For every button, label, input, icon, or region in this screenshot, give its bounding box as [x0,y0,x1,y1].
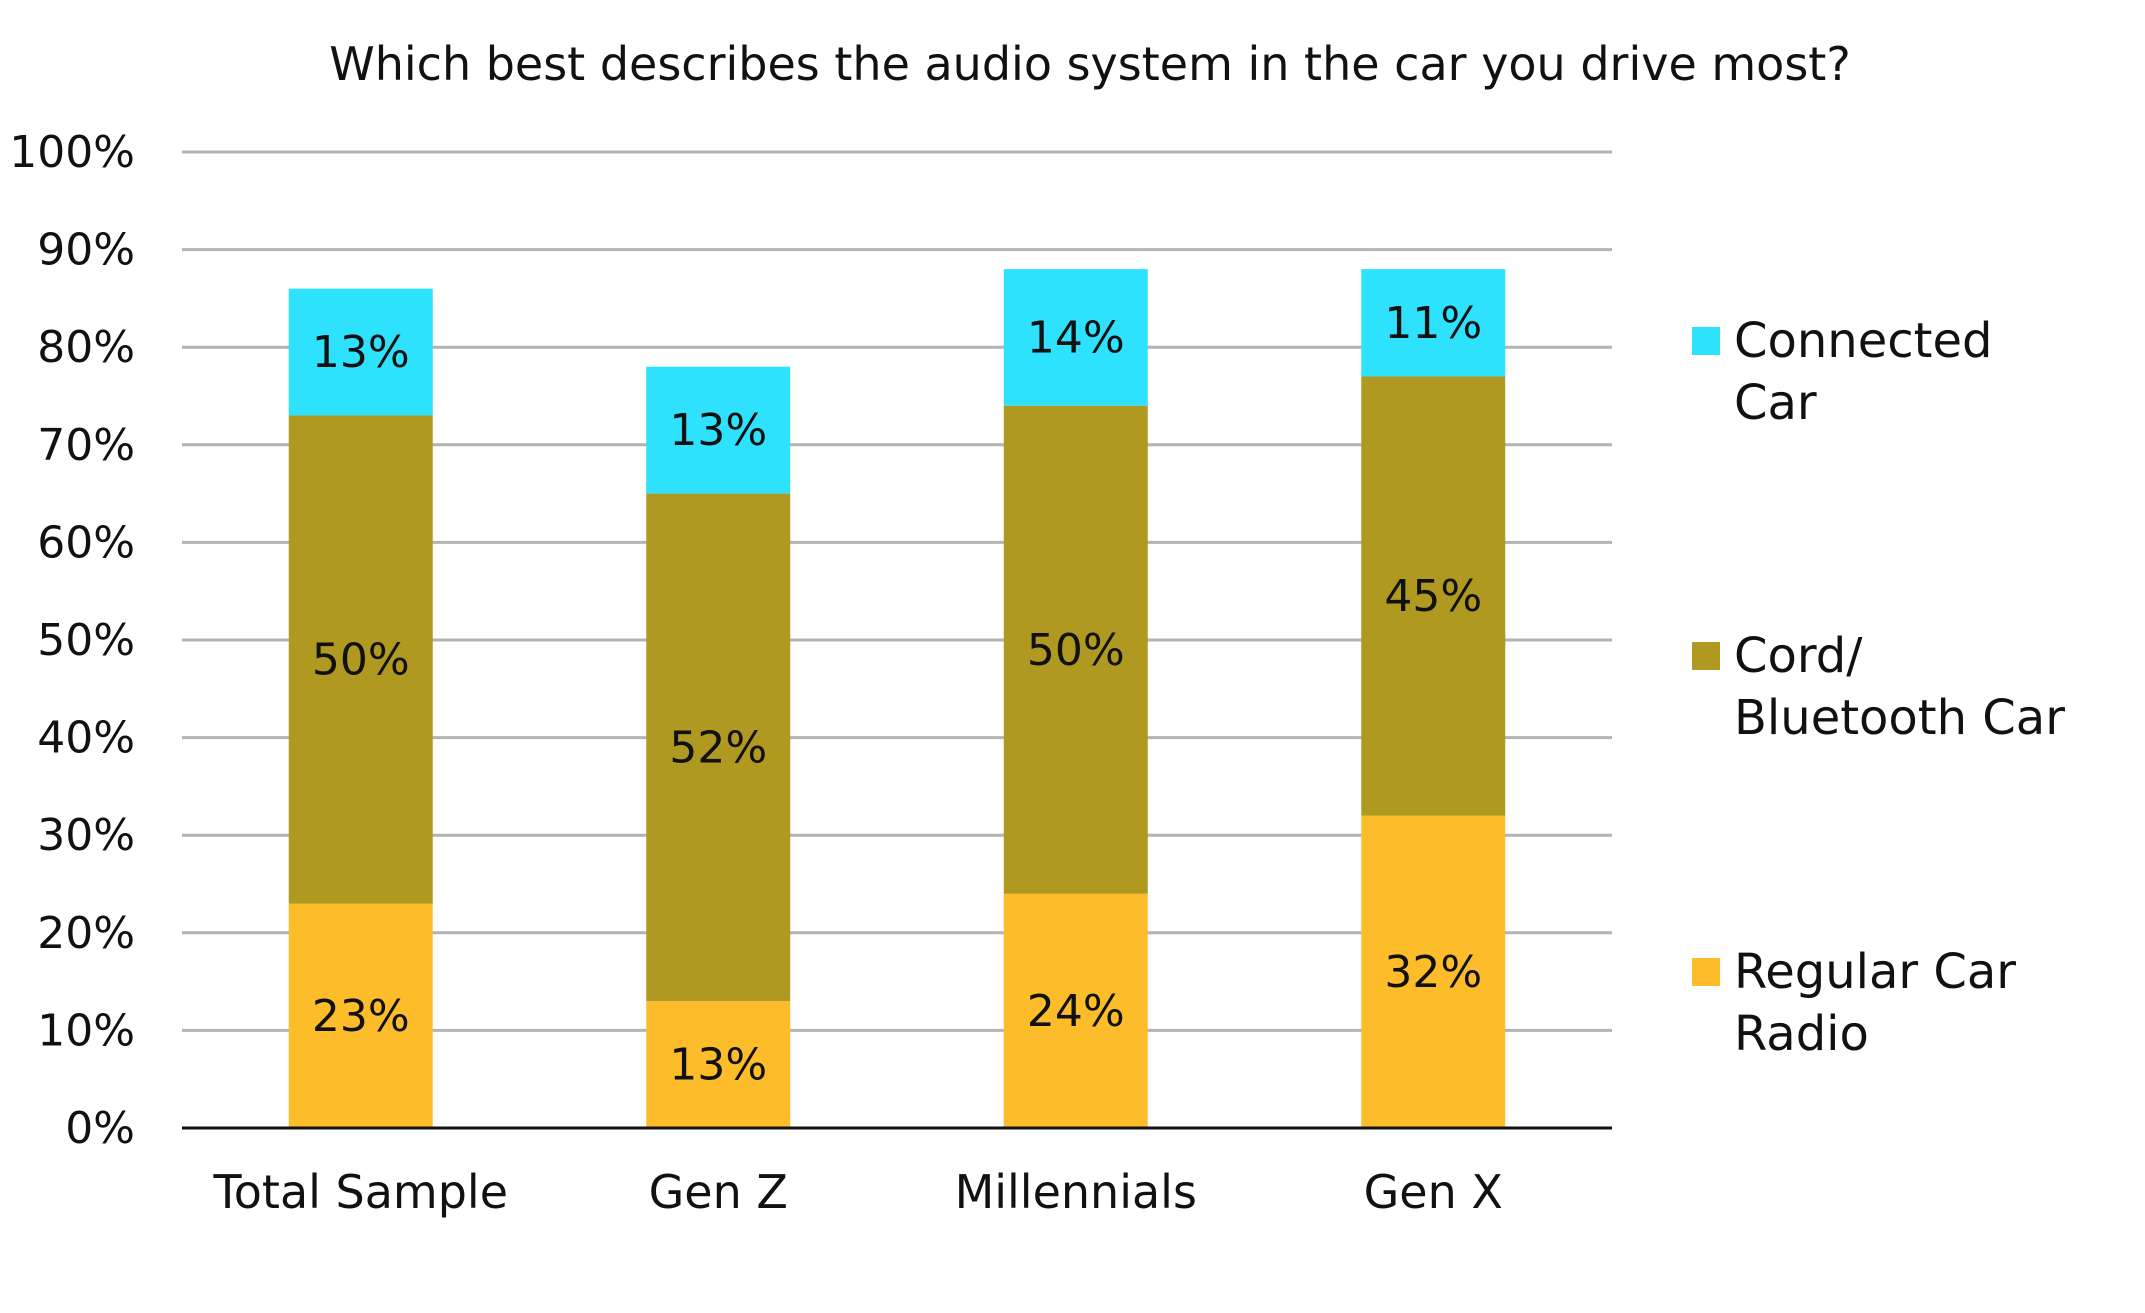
bar-segment [646,1001,791,1128]
data-label: 50% [1027,625,1125,676]
bar-segment [646,366,791,494]
y-tick-label: 10% [37,1005,135,1056]
y-axis-ticks: 0% 10% 20% 30% 40% 50% 60% 70% 80% 90% 100% [9,127,135,1154]
data-label: 14% [1027,312,1125,363]
y-tick-label: 70% [37,420,135,471]
legend-swatch [1692,327,1720,355]
y-tick-label: 40% [37,713,135,764]
category-label: Millennials [955,1165,1197,1219]
category-label: Gen X [1364,1165,1503,1219]
bar-segment [1361,269,1506,377]
data-label: 23% [312,991,410,1042]
legend-label: Connected [1734,313,1992,369]
segment-labels: 23% 50% 13% 13% 52% 13% 24% 50% 14% 32% 45% 11% [312,298,1482,1091]
data-label: 13% [669,1040,767,1091]
y-tick-label: 60% [37,517,135,568]
legend-item: Regular Car Radio [1692,944,2016,1062]
category-label: Total Sample [212,1165,508,1219]
bar-segment [1003,269,1148,406]
data-label: 32% [1384,947,1482,998]
legend-label: Car [1734,375,1817,431]
y-tick-label: 0% [65,1103,135,1154]
bars [288,269,1506,1128]
y-tick-label: 90% [37,225,135,276]
data-label: 13% [669,405,767,456]
y-tick-label: 20% [37,908,135,959]
bar-segment [288,903,433,1128]
data-label: 50% [312,635,410,686]
data-label: 45% [1384,571,1482,622]
legend-swatch [1692,958,1720,986]
y-tick-label: 50% [37,615,135,666]
bar-segment [1361,815,1506,1128]
legend-label: Regular Car [1734,944,2016,1000]
data-label: 11% [1384,298,1482,349]
legend-swatch [1692,642,1720,670]
legend-item: Cord/Bluetooth Car [1692,628,2065,746]
chart-title: Which best describes the audio system in… [329,37,1851,91]
legend-label: Cord/ [1734,628,1863,684]
legend: Connected Car Cord/Bluetooth Car Regular Ca… [1692,313,2065,1062]
y-tick-label: 80% [37,322,135,373]
legend-label: Radio [1734,1006,1869,1062]
y-tick-label: 100% [9,127,135,178]
y-tick-label: 30% [37,810,135,861]
bar-segment [646,493,791,1002]
data-label: 24% [1027,986,1125,1037]
category-label: Gen Z [649,1165,788,1219]
legend-item: Connected Car [1692,313,1992,431]
bar-segment [288,288,433,416]
data-label: 13% [312,327,410,378]
bar-segment [1361,376,1506,816]
bar-segment [1003,405,1148,894]
bar-segment [288,415,433,904]
legend-label: Bluetooth Car [1734,690,2065,746]
bar-segment [1003,893,1148,1128]
data-label: 52% [669,722,767,773]
category-labels: Total Sample Gen Z Millennials Gen X [212,1165,1502,1219]
